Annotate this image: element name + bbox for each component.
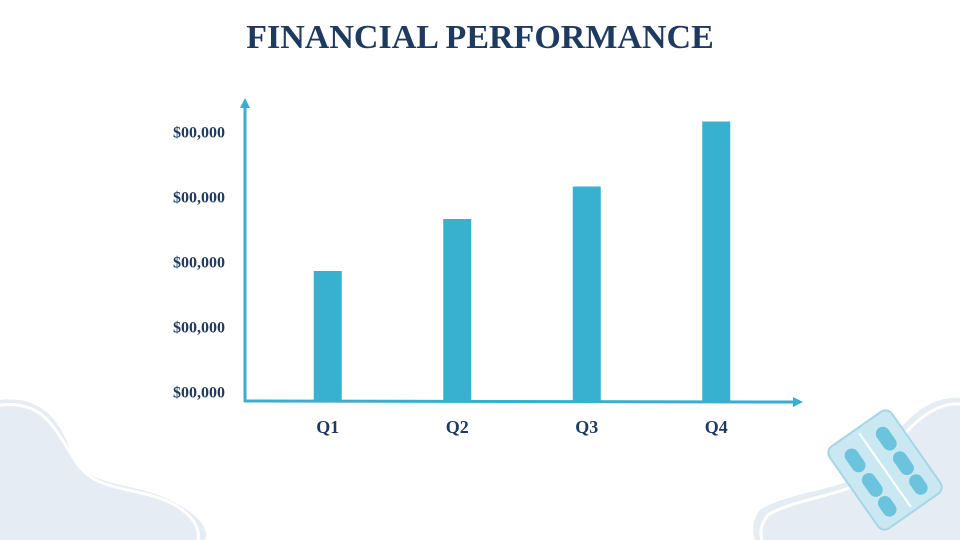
y-tick-label: $00,000 [173,125,225,142]
bar [443,219,472,401]
x-tick-label: Q4 [705,417,728,437]
bar [313,271,342,401]
x-tick-label: Q1 [316,417,339,437]
decoration [0,397,960,540]
y-tick-label: $00,000 [173,320,225,337]
axes [240,98,803,407]
bar [702,121,731,401]
y-tick-label: $00,000 [173,385,225,402]
bar [572,186,601,401]
y-tick-label: $00,000 [173,255,225,272]
y-tick-label: $00,000 [173,190,225,207]
chart-title: FINANCIAL PERFORMANCE [246,19,714,56]
x-tick-label: Q2 [446,417,469,437]
x-tick-label: Q3 [575,417,598,437]
